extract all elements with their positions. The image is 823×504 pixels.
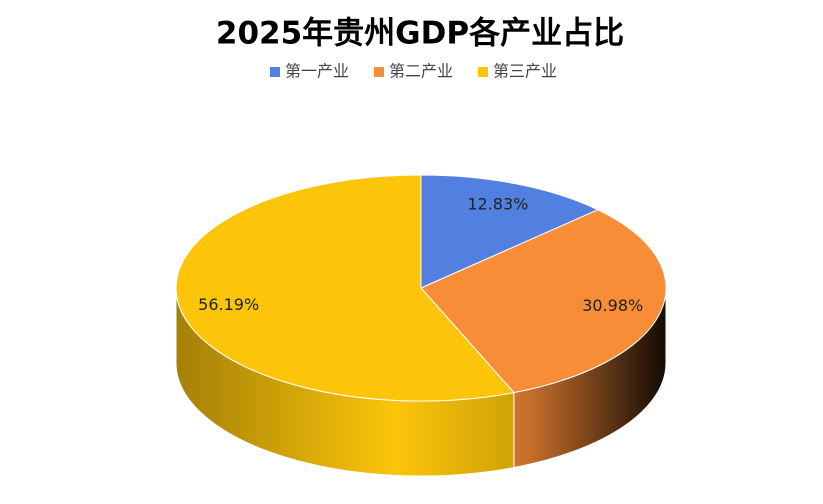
- data-label: 30.98%: [582, 296, 643, 315]
- slice: [420, 174, 599, 289]
- legend-swatch: [374, 67, 384, 77]
- legend-swatch: [478, 67, 488, 77]
- slice: [175, 174, 515, 402]
- legend-label: 第二产业: [389, 62, 453, 81]
- data-label: 12.83%: [467, 194, 528, 213]
- data-label: 56.19%: [198, 295, 259, 314]
- chart-title: 2025年贵州GDP各产业占比: [216, 16, 624, 52]
- legend-label: 第三产业: [493, 62, 557, 81]
- legend-swatch: [270, 67, 280, 77]
- slice: [420, 209, 667, 394]
- legend-label: 第一产业: [285, 62, 349, 81]
